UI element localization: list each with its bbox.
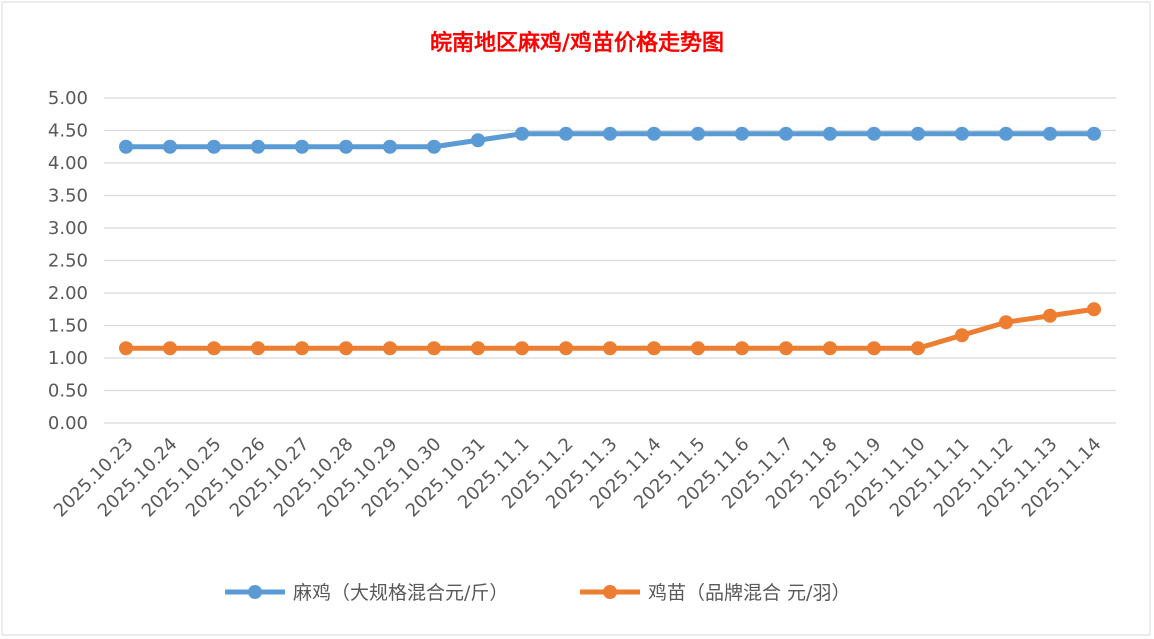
data-point [691, 341, 705, 356]
y-tick-label: 3.50 [48, 186, 88, 207]
data-point [1043, 308, 1057, 323]
y-tick-label: 2.00 [48, 283, 88, 304]
data-point [603, 126, 617, 141]
data-point [955, 126, 969, 141]
data-point [163, 341, 177, 356]
legend-marker-1 [603, 585, 617, 599]
data-point [207, 341, 221, 356]
data-point [735, 126, 749, 141]
data-point [339, 139, 353, 154]
y-tick-label: 2.50 [48, 251, 88, 272]
data-point [779, 126, 793, 141]
y-tick-label: 4.00 [48, 153, 88, 174]
legend-label-1: 鸡苗（品牌混合 元/羽） [648, 582, 850, 604]
data-point [999, 315, 1013, 330]
data-point [735, 341, 749, 356]
data-point [647, 126, 661, 141]
data-point [515, 341, 529, 356]
data-point [383, 139, 397, 154]
y-tick-label: 4.50 [48, 121, 88, 142]
y-tick-label: 0.50 [48, 381, 88, 402]
data-point [471, 133, 485, 148]
data-point [867, 126, 881, 141]
data-point [383, 341, 397, 356]
data-point [911, 126, 925, 141]
data-point [603, 341, 617, 356]
data-point [427, 139, 441, 154]
legend-marker-0 [248, 585, 262, 599]
data-point [999, 126, 1013, 141]
data-point [647, 341, 661, 356]
data-point [163, 139, 177, 154]
data-point [691, 126, 705, 141]
y-tick-label: 1.00 [48, 348, 88, 369]
data-point [119, 139, 133, 154]
data-point [339, 341, 353, 356]
y-tick-label: 1.50 [48, 316, 88, 337]
data-point [867, 341, 881, 356]
y-tick-label: 3.00 [48, 218, 88, 239]
data-point [1087, 302, 1101, 317]
data-point [427, 341, 441, 356]
data-point [515, 126, 529, 141]
data-point [119, 341, 133, 356]
data-point [207, 139, 221, 154]
data-point [251, 139, 265, 154]
data-point [295, 341, 309, 356]
data-point [823, 341, 837, 356]
chart-title: 皖南地区麻鸡/鸡苗价格走势图 [430, 30, 724, 56]
data-point [955, 328, 969, 343]
data-point [1043, 126, 1057, 141]
data-point [559, 341, 573, 356]
data-point [779, 341, 793, 356]
data-point [295, 139, 309, 154]
data-point [251, 341, 265, 356]
data-point [471, 341, 485, 356]
y-tick-label: 5.00 [48, 88, 88, 109]
data-point [823, 126, 837, 141]
y-tick-label: 0.00 [48, 413, 88, 434]
data-point [559, 126, 573, 141]
data-point [911, 341, 925, 356]
data-point [1087, 126, 1101, 141]
legend-label-0: 麻鸡（大规格混合元/斤） [293, 582, 508, 604]
